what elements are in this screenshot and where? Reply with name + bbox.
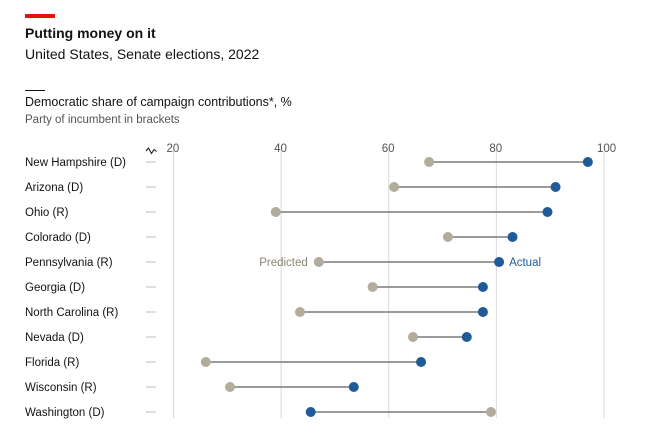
chart-row: Washington (D)	[25, 407, 496, 419]
predicted-point	[200, 357, 211, 367]
page-subtitle: United States, Senate elections, 2022	[25, 46, 260, 62]
chart-row: Colorado (D)	[25, 232, 518, 244]
actual-point	[348, 382, 359, 392]
chart-row: New Hampshire (D)	[25, 157, 593, 169]
predicted-point	[407, 332, 418, 342]
chart-row: Georgia (D)	[25, 282, 488, 294]
actual-annotation: Actual	[509, 257, 541, 269]
row-label: Georgia (D)	[25, 282, 85, 294]
predicted-point	[313, 257, 324, 267]
actual-point	[477, 282, 488, 292]
row-label: North Carolina (R)	[25, 307, 118, 319]
row-label: Florida (R)	[25, 357, 79, 369]
predicted-point	[442, 232, 453, 242]
row-label: Colorado (D)	[25, 232, 91, 244]
chart-title-rule	[25, 90, 45, 91]
actual-point	[582, 157, 593, 167]
actual-point	[461, 332, 472, 342]
predicted-point	[485, 407, 496, 417]
chart-row: Florida (R)	[25, 357, 427, 369]
predicted-point	[270, 207, 281, 217]
row-label: Wisconsin (R)	[25, 382, 97, 394]
brand-accent-bar	[25, 14, 55, 18]
row-label: New Hampshire (D)	[25, 157, 126, 169]
chart-row: Wisconsin (R)	[25, 382, 359, 394]
row-label: Nevada (D)	[25, 332, 84, 344]
predicted-point	[424, 157, 435, 167]
chart-subtitle: Party of incumbent in brackets	[25, 114, 180, 126]
actual-point	[550, 182, 561, 192]
chart-row: North Carolina (R)	[25, 307, 488, 319]
actual-point	[477, 307, 488, 317]
predicted-point	[389, 182, 400, 192]
actual-point	[507, 232, 518, 242]
predicted-point	[225, 382, 236, 392]
gridlines	[173, 150, 605, 418]
page-title: Putting money on it	[25, 25, 156, 41]
chart-row: Nevada (D)	[25, 332, 472, 344]
row-label: Pennsylvania (R)	[25, 257, 113, 269]
axis-break-icon	[145, 147, 157, 155]
chart-row: Pennsylvania (R)	[25, 257, 505, 269]
x-tick-label: 80	[489, 143, 502, 155]
predicted-annotation: Predicted	[259, 257, 308, 269]
predicted-point	[294, 307, 305, 317]
chart-row: Arizona (D)	[25, 182, 561, 194]
row-label: Ohio (R)	[25, 207, 69, 219]
chart-rows: New Hampshire (D) Arizona (D) Ohio (R) Colo…	[25, 157, 593, 419]
x-tick-label: 20	[167, 143, 180, 155]
actual-point	[542, 207, 553, 217]
chart-title: Democratic share of campaign contributio…	[25, 95, 292, 109]
row-label: Washington (D)	[25, 407, 105, 419]
x-axis: 20 40 60 80 100	[145, 143, 616, 155]
actual-point	[494, 257, 505, 267]
chart-row: Ohio (R)	[25, 207, 553, 219]
x-tick-label: 40	[274, 143, 287, 155]
predicted-point	[367, 282, 378, 292]
x-tick-label: 60	[382, 143, 395, 155]
x-tick-label: 100	[597, 143, 616, 155]
row-label: Arizona (D)	[25, 182, 83, 194]
actual-point	[416, 357, 427, 367]
actual-point	[305, 407, 316, 417]
